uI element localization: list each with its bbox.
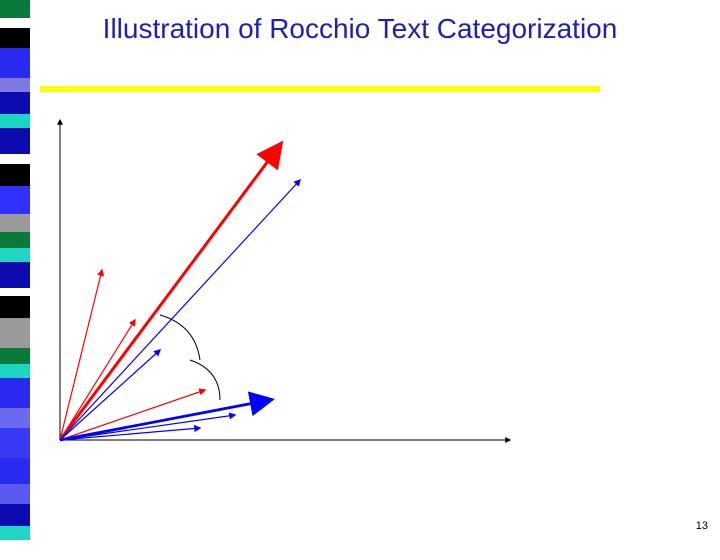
sidebar-segment [0,408,30,428]
sidebar-segment [0,318,30,348]
sidebar-segment [0,364,30,378]
sidebar-segment [0,186,30,214]
decorative-sidebar [0,0,30,540]
sidebar-segment [0,164,30,186]
slide-title: Illustration of Rocchio Text Categorizat… [100,12,620,46]
sidebar-segment [0,18,30,28]
sidebar-segment [0,484,30,504]
sidebar-segment [0,288,30,296]
sidebar-segment [0,232,30,248]
sidebar-segment [0,0,30,18]
vector-chart [40,110,680,480]
sidebar-segment [0,28,30,48]
sidebar-segment [0,154,30,164]
sidebar-segment [0,348,30,364]
sidebar-segment [0,458,30,484]
title-underline [40,86,600,92]
sidebar-segment [0,92,30,114]
sidebar-segment [0,540,30,560]
sidebar-segment [0,296,30,318]
page-number: 13 [696,520,708,532]
chart-svg [40,110,680,480]
sidebar-segment [0,128,30,154]
sidebar-segment [0,428,30,458]
sidebar-segment [0,78,30,92]
sidebar-segment [0,114,30,128]
sidebar-segment [0,48,30,78]
sidebar-segment [0,248,30,262]
sidebar-segment [0,378,30,408]
sidebar-segment [0,504,30,526]
sidebar-segment [0,526,30,540]
sidebar-segment [0,214,30,232]
sidebar-segment [0,262,30,288]
